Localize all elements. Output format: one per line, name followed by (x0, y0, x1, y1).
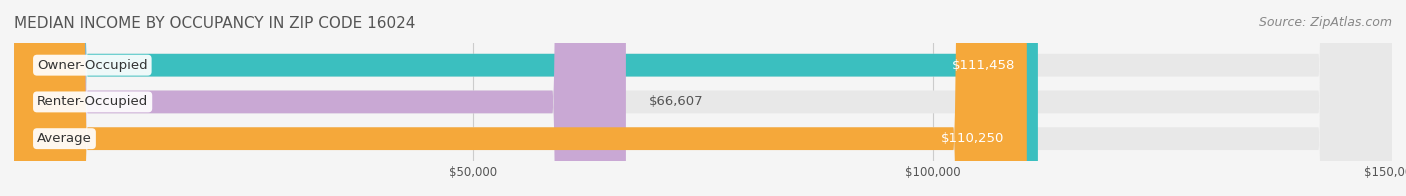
Text: Owner-Occupied: Owner-Occupied (37, 59, 148, 72)
Text: $110,250: $110,250 (941, 132, 1004, 145)
FancyBboxPatch shape (14, 0, 1392, 196)
Text: $111,458: $111,458 (952, 59, 1015, 72)
FancyBboxPatch shape (14, 0, 626, 196)
Text: Renter-Occupied: Renter-Occupied (37, 95, 148, 108)
Text: Source: ZipAtlas.com: Source: ZipAtlas.com (1258, 16, 1392, 29)
Text: Average: Average (37, 132, 91, 145)
FancyBboxPatch shape (14, 0, 1026, 196)
FancyBboxPatch shape (14, 0, 1392, 196)
FancyBboxPatch shape (14, 0, 1038, 196)
Text: MEDIAN INCOME BY OCCUPANCY IN ZIP CODE 16024: MEDIAN INCOME BY OCCUPANCY IN ZIP CODE 1… (14, 16, 415, 31)
Text: $66,607: $66,607 (648, 95, 703, 108)
FancyBboxPatch shape (14, 0, 1392, 196)
